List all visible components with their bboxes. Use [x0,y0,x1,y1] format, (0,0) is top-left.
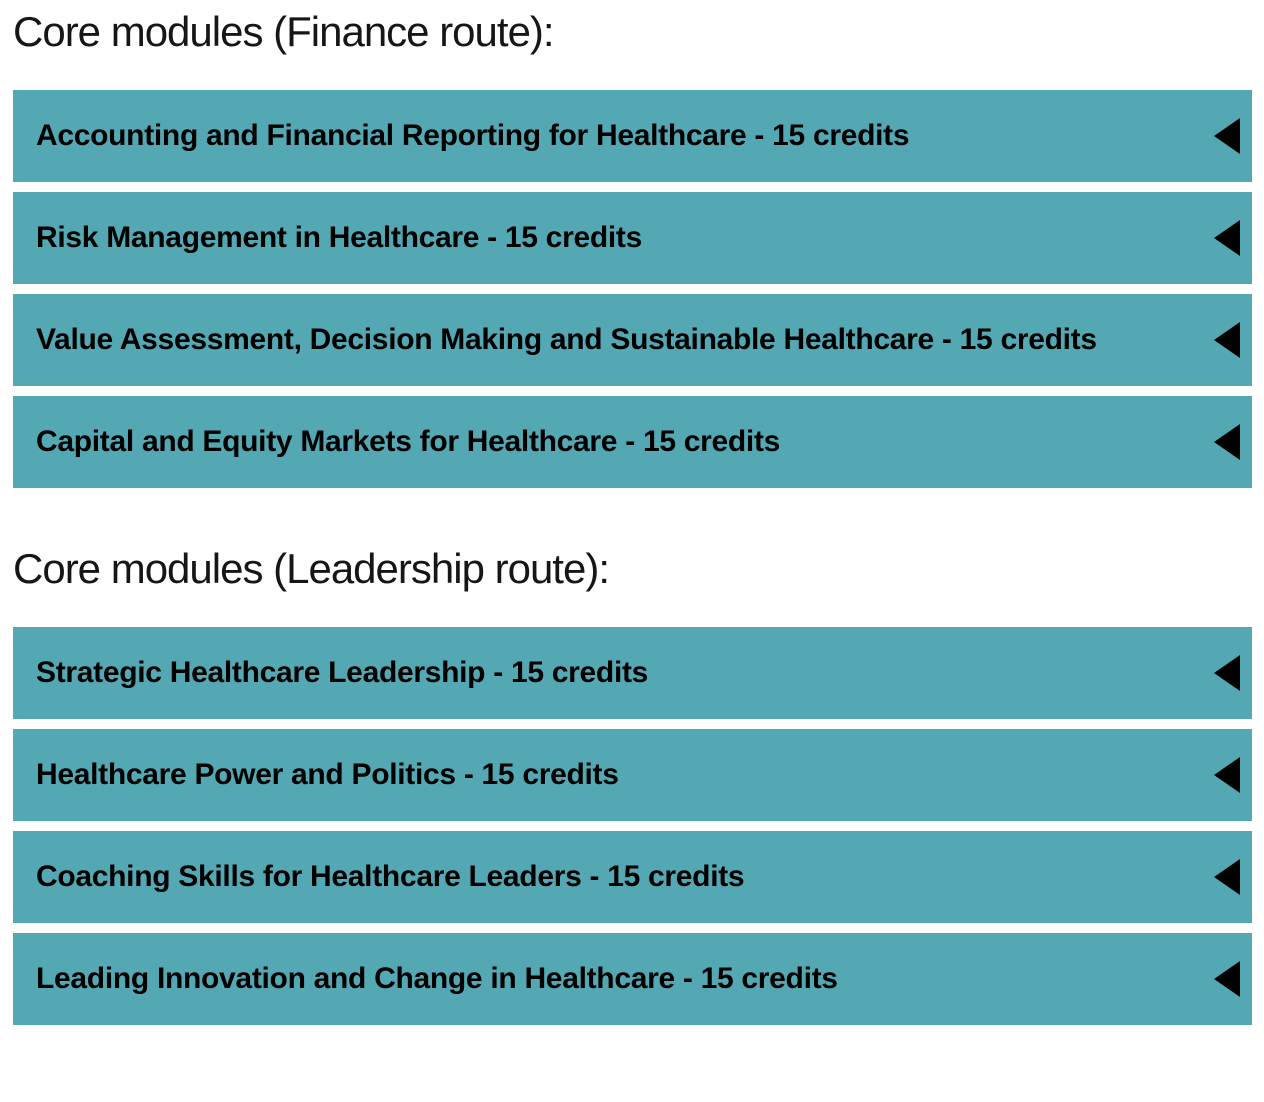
triangle-left-collapse-icon [1214,416,1240,468]
section-finance-route: Core modules (Finance route): Accounting… [13,8,1252,488]
triangle-left-collapse-icon [1214,647,1240,699]
accordion-item-accounting-financial-reporting[interactable]: Accounting and Financial Reporting for H… [13,90,1252,182]
accordion-item-title: Value Assessment, Decision Making and Su… [36,323,1097,356]
accordion-list-finance: Accounting and Financial Reporting for H… [13,90,1252,488]
accordion-item-title: Coaching Skills for Healthcare Leaders -… [36,860,745,893]
accordion-item-title: Risk Management in Healthcare - 15 credi… [36,221,642,254]
accordion-item-risk-management[interactable]: Risk Management in Healthcare - 15 credi… [13,192,1252,284]
section-heading-leadership: Core modules (Leadership route): [13,545,610,592]
modules-page: Core modules (Finance route): Accounting… [13,8,1252,1025]
accordion-item-capital-equity-markets[interactable]: Capital and Equity Markets for Healthcar… [13,396,1252,488]
triangle-left-collapse-icon [1214,953,1240,1005]
triangle-left-collapse-icon [1214,212,1240,264]
accordion-item-strategic-leadership[interactable]: Strategic Healthcare Leadership - 15 cre… [13,627,1252,719]
triangle-left-collapse-icon [1214,110,1240,162]
accordion-item-title: Healthcare Power and Politics - 15 credi… [36,758,619,791]
accordion-item-title: Strategic Healthcare Leadership - 15 cre… [36,656,649,689]
accordion-item-title: Leading Innovation and Change in Healthc… [36,962,838,995]
triangle-left-collapse-icon [1214,749,1240,801]
accordion-item-coaching-skills[interactable]: Coaching Skills for Healthcare Leaders -… [13,831,1252,923]
accordion-item-value-assessment[interactable]: Value Assessment, Decision Making and Su… [13,294,1252,386]
accordion-item-leading-innovation-change[interactable]: Leading Innovation and Change in Healthc… [13,933,1252,1025]
accordion-item-title: Accounting and Financial Reporting for H… [36,119,910,152]
section-leadership-route: Core modules (Leadership route): Strateg… [13,545,1252,1025]
triangle-left-collapse-icon [1214,851,1240,903]
section-heading-finance: Core modules (Finance route): [13,8,555,55]
accordion-list-leadership: Strategic Healthcare Leadership - 15 cre… [13,627,1252,1025]
accordion-item-title: Capital and Equity Markets for Healthcar… [36,425,781,458]
accordion-item-power-and-politics[interactable]: Healthcare Power and Politics - 15 credi… [13,729,1252,821]
triangle-left-collapse-icon [1214,314,1240,366]
